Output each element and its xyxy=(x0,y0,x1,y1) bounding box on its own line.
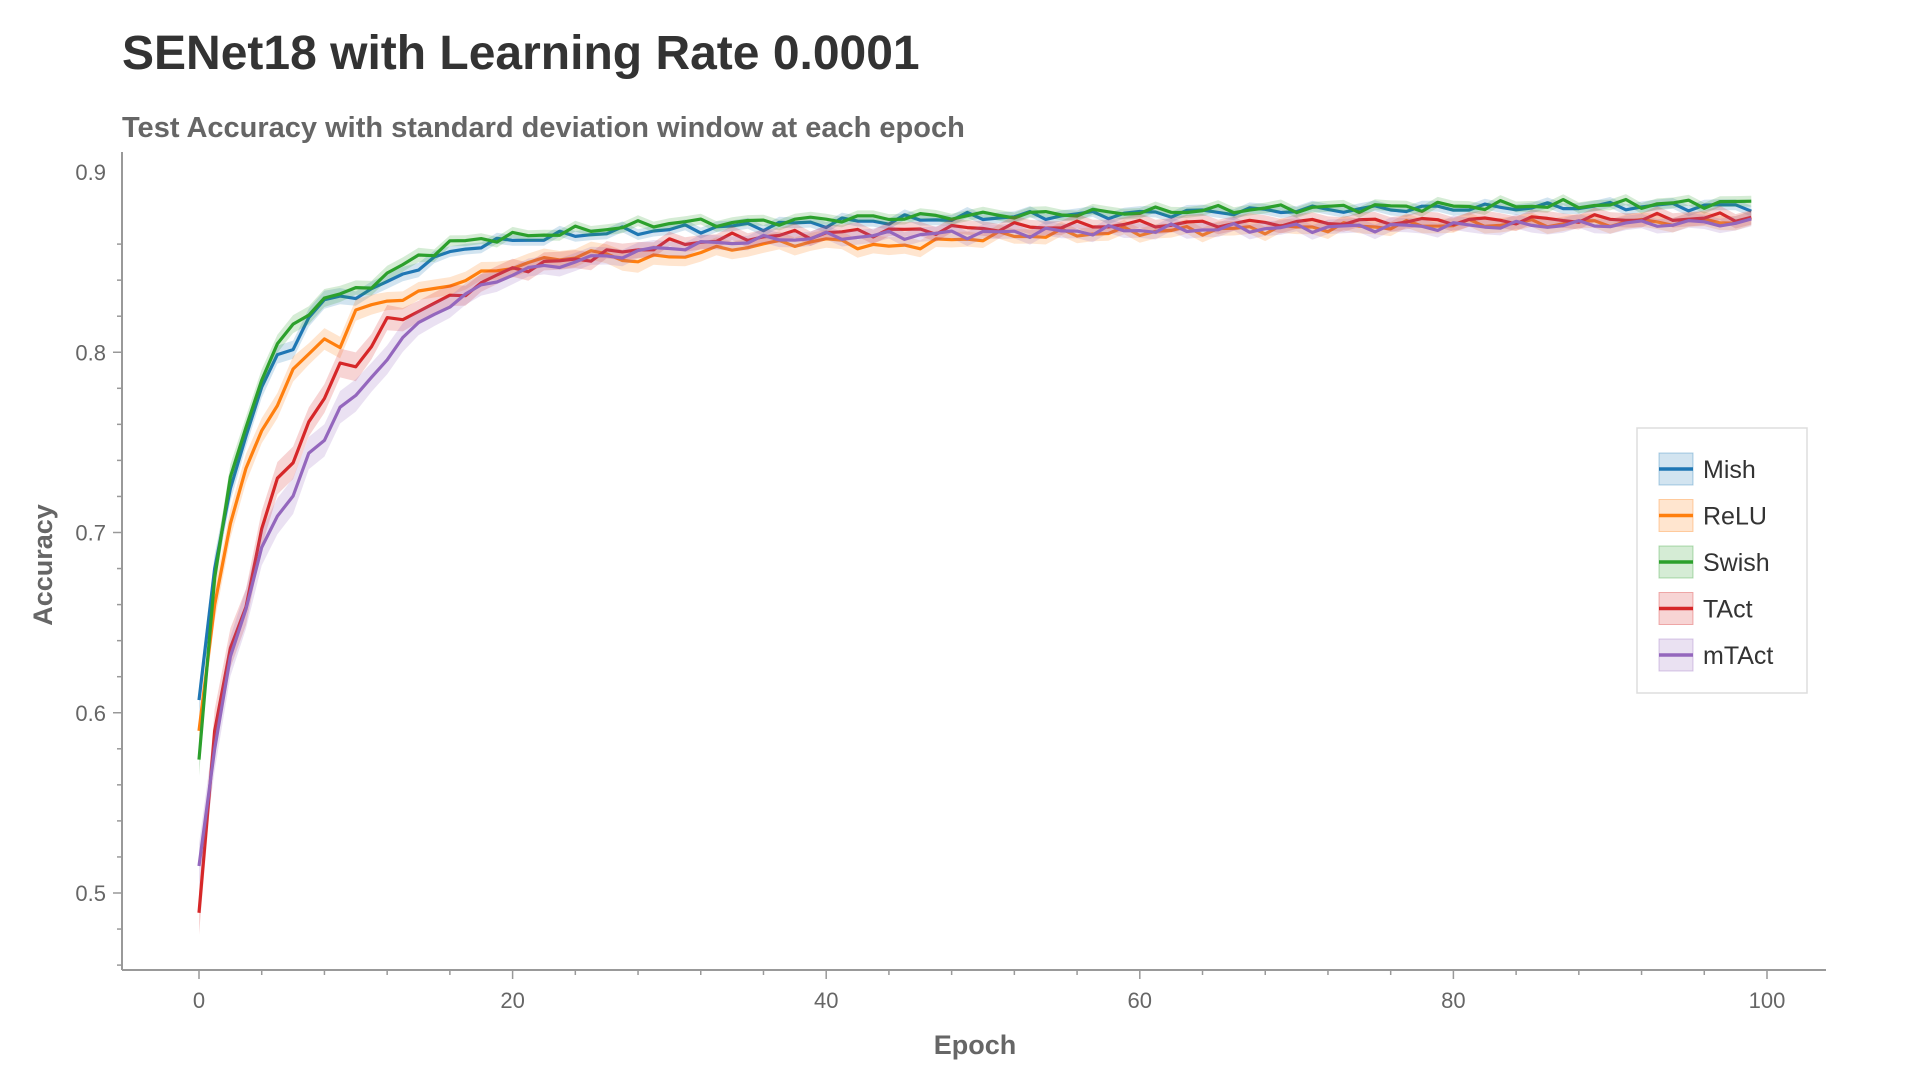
std-band-mtact xyxy=(199,211,1752,888)
legend: Mish ReLU Swish TAct mTAct xyxy=(1636,427,1808,694)
series-line-mish xyxy=(197,200,1752,701)
series-line-relu xyxy=(197,216,1752,731)
x-tick-label: 100 xyxy=(1749,988,1786,1013)
legend-label: Mish xyxy=(1703,456,1756,484)
legend-item-tact: TAct xyxy=(1658,592,1753,625)
chart-subtitle: Test Accuracy with standard deviation wi… xyxy=(122,112,965,144)
std-band-relu xyxy=(199,210,1752,746)
plot-area xyxy=(197,194,1752,935)
series-line-tact xyxy=(197,211,1752,913)
legend-item-swish: Swish xyxy=(1658,545,1770,579)
y-tick-label: 0.6 xyxy=(75,701,106,726)
legend-item-mtact: mTAct xyxy=(1658,638,1773,672)
x-axis-label: Epoch xyxy=(934,1030,1017,1060)
std-band-mish xyxy=(199,197,1752,715)
series-line-mtact xyxy=(197,217,1752,867)
chart-title: SENet18 with Learning Rate 0.0001 xyxy=(122,27,920,80)
y-axis-label: Accuracy xyxy=(28,504,58,626)
legend-item-relu: ReLU xyxy=(1658,499,1767,532)
legend-item-mish: Mish xyxy=(1658,452,1756,486)
legend-label: ReLU xyxy=(1703,503,1767,531)
x-tick-label: 60 xyxy=(1128,988,1152,1013)
legend-label: mTAct xyxy=(1703,642,1773,670)
y-tick-label: 0.8 xyxy=(75,340,106,365)
x-tick-label: 80 xyxy=(1441,988,1465,1013)
legend-label: TAct xyxy=(1703,596,1753,624)
x-tick-label: 40 xyxy=(814,988,838,1013)
y-tick-label: 0.5 xyxy=(75,881,106,906)
y-axis: 0.5 0.6 0.7 0.8 0.9 xyxy=(75,152,123,970)
y-tick-label: 0.9 xyxy=(75,160,106,185)
legend-label: Swish xyxy=(1703,549,1770,577)
x-tick-label: 20 xyxy=(500,988,524,1013)
x-tick-label: 0 xyxy=(193,988,205,1013)
series-line-swish xyxy=(197,197,1752,760)
x-axis: 0 20 40 60 80 100 xyxy=(122,969,1826,1013)
y-tick-label: 0.7 xyxy=(75,521,106,546)
